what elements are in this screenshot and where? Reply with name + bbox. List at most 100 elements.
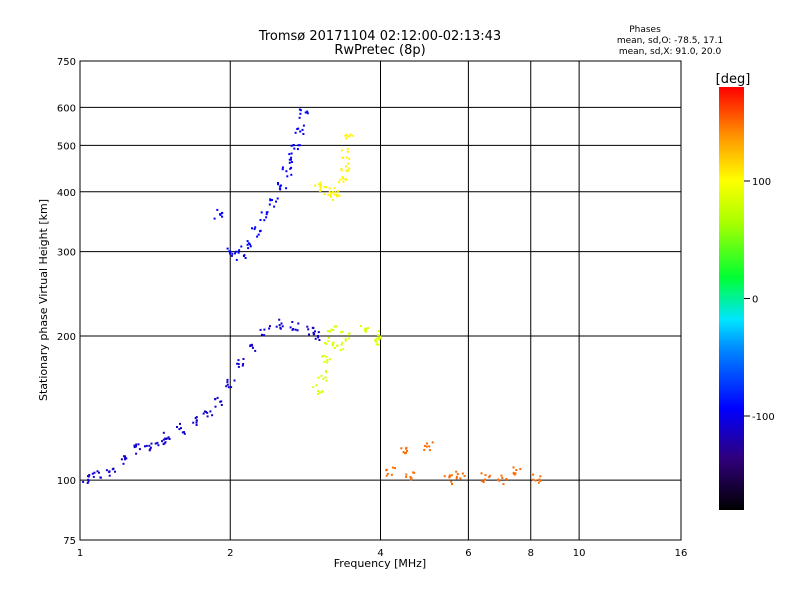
echo-point (263, 219, 266, 222)
echo-point (333, 347, 336, 349)
echo-point (99, 476, 102, 479)
echo-point (290, 158, 292, 161)
echo-point (328, 187, 331, 190)
echo-point (308, 333, 310, 336)
echo-point (302, 133, 305, 135)
y-axis-label: Stationary phase Virtual Height [km] (37, 199, 50, 401)
echo-point (512, 472, 515, 475)
echo-point (133, 444, 136, 447)
echo-point (162, 431, 165, 434)
echo-point (386, 472, 389, 475)
echo-point (348, 337, 351, 340)
echo-point (164, 437, 167, 440)
echo-point (347, 169, 350, 172)
echo-point (269, 325, 271, 328)
echo-point (317, 390, 320, 393)
phases-line2: mean, sd,X: 91.0, 20.0 (619, 47, 722, 57)
colorbar-tick-label: 0 (752, 295, 758, 306)
echo-point (289, 326, 292, 329)
echo-point (246, 240, 249, 243)
echo-point (314, 337, 317, 340)
echo-point (164, 441, 167, 444)
echo-point (375, 343, 378, 346)
echo-point (484, 474, 487, 477)
echo-point (317, 376, 320, 379)
echo-point (322, 377, 325, 380)
echo-point (144, 445, 146, 448)
echo-point (296, 128, 299, 130)
echo-point (385, 474, 388, 477)
echo-point (214, 405, 217, 408)
echo-point (306, 110, 309, 113)
echo-point (331, 198, 334, 201)
echo-point (451, 483, 453, 485)
echo-point (377, 330, 380, 333)
echo-point (259, 230, 261, 233)
echo-point (135, 452, 138, 455)
echo-point (114, 470, 116, 473)
echo-point (455, 475, 458, 478)
echo-point (333, 325, 336, 328)
echo-point (450, 474, 453, 477)
echo-point (394, 467, 396, 470)
y-tick-label: 400 (57, 188, 76, 199)
echo-point (409, 478, 412, 481)
echo-point (459, 477, 462, 480)
echo-point (364, 329, 366, 332)
echo-point (450, 480, 453, 483)
x-tick-label: 8 (528, 548, 534, 559)
echo-point (290, 144, 293, 147)
echo-point (226, 378, 229, 381)
y-tick-label: 200 (57, 332, 76, 343)
echo-point (288, 153, 291, 156)
echo-point (405, 475, 408, 478)
echo-point (400, 447, 403, 450)
echo-point (463, 475, 466, 477)
y-tick-label: 600 (57, 103, 76, 114)
echo-point (327, 193, 330, 196)
echo-point (133, 446, 136, 449)
echo-point (333, 187, 336, 190)
grid-lines (80, 61, 681, 540)
echo-point (329, 195, 332, 198)
echo-point (328, 190, 331, 193)
echo-point (538, 478, 541, 481)
echo-point (285, 187, 288, 190)
chart-title: Tromsø 20171104 02:12:00-02:13:43 (258, 29, 501, 44)
echo-point (456, 473, 459, 475)
echo-point (378, 336, 381, 339)
echo-point (124, 455, 127, 458)
echo-point (380, 337, 382, 340)
echo-point (330, 192, 332, 195)
echo-point (333, 193, 336, 196)
echo-point (221, 215, 224, 218)
echo-point (195, 419, 198, 422)
echo-point (428, 445, 431, 448)
echo-point (346, 135, 349, 138)
echo-point (359, 325, 362, 328)
echo-point (378, 338, 381, 341)
echo-point (281, 168, 284, 171)
echo-point (327, 340, 330, 343)
echo-point (286, 175, 289, 178)
echo-point (251, 346, 254, 349)
echo-point (317, 392, 320, 395)
echo-point (192, 421, 195, 424)
echo-point (321, 355, 324, 358)
echo-point (220, 400, 223, 403)
echo-point (326, 361, 329, 364)
echo-point (299, 112, 302, 115)
echo-point (307, 328, 310, 331)
echo-point (330, 328, 333, 331)
echo-point (195, 416, 198, 419)
echo-point (125, 457, 128, 460)
echo-point (342, 177, 345, 180)
echo-point (488, 476, 491, 479)
echo-point (306, 325, 309, 328)
y-tick-label: 100 (57, 476, 76, 487)
echo-point (149, 446, 152, 449)
echo-point (512, 466, 515, 469)
echo-point (340, 167, 343, 170)
echo-point (321, 391, 324, 394)
echo-point (482, 481, 485, 483)
